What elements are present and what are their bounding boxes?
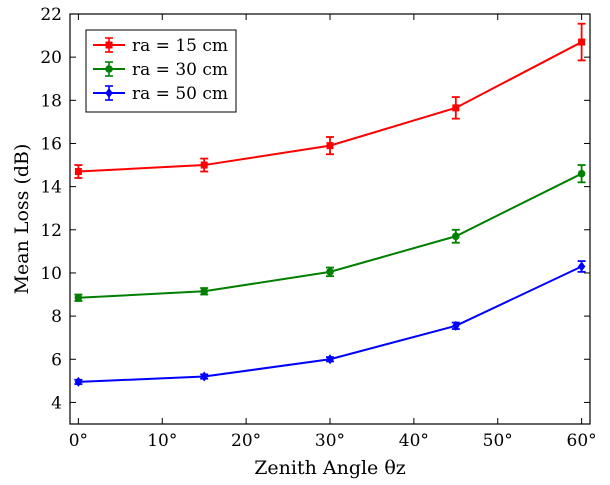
y-tick-label: 4 [51, 393, 62, 413]
series-3 [74, 260, 586, 387]
series-line [78, 265, 583, 383]
data-point [577, 169, 586, 178]
y-tick-label: 8 [51, 307, 62, 327]
y-tick-label: 22 [40, 5, 62, 25]
y-tick-label: 6 [51, 350, 62, 370]
legend-label: ra = 15 cm [132, 36, 228, 56]
x-tick-label: 30° [315, 431, 345, 451]
data-point [200, 161, 208, 169]
y-tick-label: 10 [40, 264, 62, 284]
data-point [74, 376, 83, 387]
y-tick-label: 20 [40, 48, 62, 68]
data-point [578, 38, 586, 46]
data-point [326, 268, 334, 276]
data-point [452, 320, 460, 331]
x-tick-label: 0° [69, 431, 88, 451]
data-point [326, 354, 334, 365]
legend-marker [105, 41, 113, 49]
x-tick-label: 20° [231, 431, 261, 451]
y-tick-label: 18 [40, 91, 62, 111]
y-tick-label: 12 [40, 221, 62, 241]
data-point [200, 287, 208, 296]
series-layer [74, 22, 586, 387]
data-point [452, 104, 460, 112]
series-line [78, 172, 583, 299]
data-point [452, 232, 460, 241]
legend-marker [105, 88, 113, 98]
legend-entry: ra = 15 cm [93, 36, 228, 56]
series-1 [74, 22, 586, 179]
data-point [74, 293, 83, 302]
legend-label: ra = 50 cm [132, 84, 228, 104]
y-tick-label: 14 [40, 178, 62, 198]
data-point [74, 168, 82, 176]
x-tick-label: 50° [483, 431, 513, 451]
series-2 [74, 164, 586, 302]
x-tick-label: 40° [399, 431, 429, 451]
y-axis-title: Mean Loss (dB) [11, 144, 33, 295]
legend-entry: ra = 50 cm [93, 84, 228, 104]
legend-entry: ra = 30 cm [93, 60, 228, 80]
legend-label: ra = 30 cm [132, 60, 228, 80]
axis-ticks: 0° 10° 20° 30° 40° 50° 60° 4 6 8 10 12 14 16 18 20 22 [40, 5, 596, 451]
data-point [326, 142, 334, 150]
x-tick-label: 10° [147, 431, 177, 451]
legend-marker [105, 65, 113, 73]
y-tick-label: 16 [40, 134, 62, 154]
x-tick-label: 60° [567, 431, 597, 451]
data-point [577, 261, 586, 272]
data-point [200, 371, 208, 382]
x-axis-title: Zenith Angle θz [254, 457, 406, 479]
legend: ra = 15 cm ra = 30 cm ra = 50 cm [85, 29, 237, 113]
